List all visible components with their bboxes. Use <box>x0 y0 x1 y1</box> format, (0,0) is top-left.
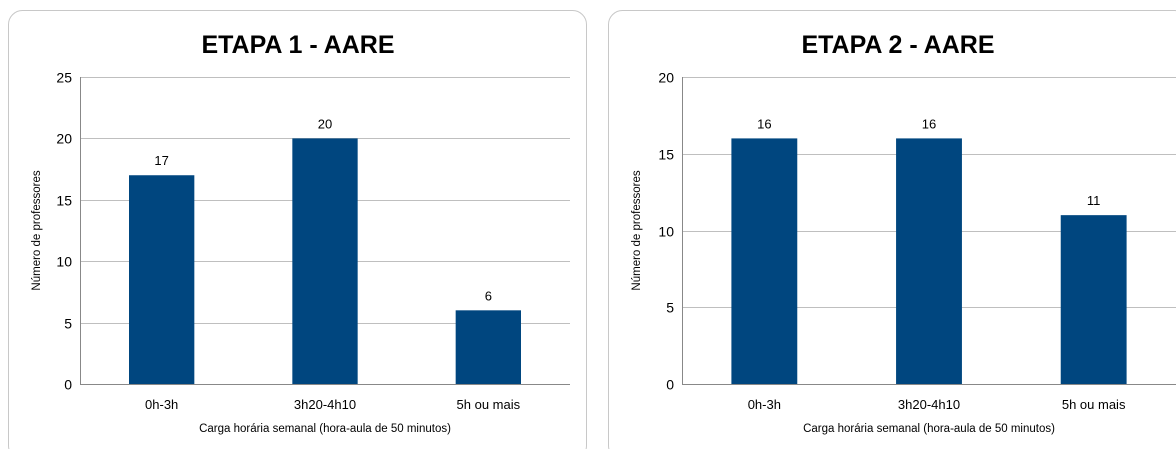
x-tick-label: 5h ou mais <box>1062 397 1126 412</box>
bar <box>292 138 358 384</box>
y-tick-label: 10 <box>56 254 72 270</box>
x-tick-label: 3h20-4h10 <box>898 397 960 412</box>
data-label: 16 <box>757 116 771 131</box>
x-tick-label: 0h-3h <box>145 397 178 412</box>
y-axis-title: Número de professores <box>31 170 43 290</box>
y-axis-title: Número de professores <box>631 170 643 290</box>
data-label: 16 <box>922 116 936 131</box>
y-tick-label: 0 <box>64 377 72 393</box>
y-tick-label: 5 <box>666 300 674 316</box>
chart-title: ETAPA 2 - AARE <box>801 31 994 59</box>
y-tick-label: 20 <box>658 70 674 86</box>
data-label: 17 <box>154 153 168 168</box>
bar <box>731 138 798 384</box>
x-axis-title: Carga horária semanal (hora-aula de 50 m… <box>803 423 1055 435</box>
bar <box>896 138 962 384</box>
data-label: 11 <box>1087 193 1101 208</box>
chart-svg: ETAPA 2 - AARE 0 5 10 15 20 16 0h-3h 16 3h20-4h10… <box>608 10 1176 449</box>
bar <box>1060 215 1127 384</box>
y-tick-label: 20 <box>56 131 72 147</box>
chart-panel-etapa-1: ETAPA 1 - AARE 0 5 10 15 20 25 17 0h-3h 20 3h20-4h… <box>8 0 588 449</box>
y-tick-label: 0 <box>666 377 674 393</box>
x-tick-label: 0h-3h <box>748 397 781 412</box>
bar <box>129 175 195 384</box>
y-tick-label: 5 <box>64 316 72 332</box>
y-tick-label: 25 <box>56 70 72 86</box>
y-tick-label: 15 <box>658 147 674 163</box>
x-tick-label: 5h ou mais <box>457 397 521 412</box>
data-label: 6 <box>485 288 492 303</box>
bar <box>455 310 521 384</box>
chart-svg: ETAPA 1 - AARE 0 5 10 15 20 25 17 0h-3h 20 3h20-4h… <box>8 10 587 449</box>
x-axis-title: Carga horária semanal (hora-aula de 50 m… <box>199 423 451 435</box>
chart-title: ETAPA 1 - AARE <box>201 31 394 59</box>
data-label: 20 <box>318 116 332 131</box>
chart-panel-etapa-2: ETAPA 2 - AARE 0 5 10 15 20 16 0h-3h 16 3h20-4h10… <box>608 0 1176 449</box>
y-tick-label: 10 <box>658 224 674 240</box>
y-tick-label: 15 <box>56 193 72 209</box>
x-tick-label: 3h20-4h10 <box>294 397 356 412</box>
